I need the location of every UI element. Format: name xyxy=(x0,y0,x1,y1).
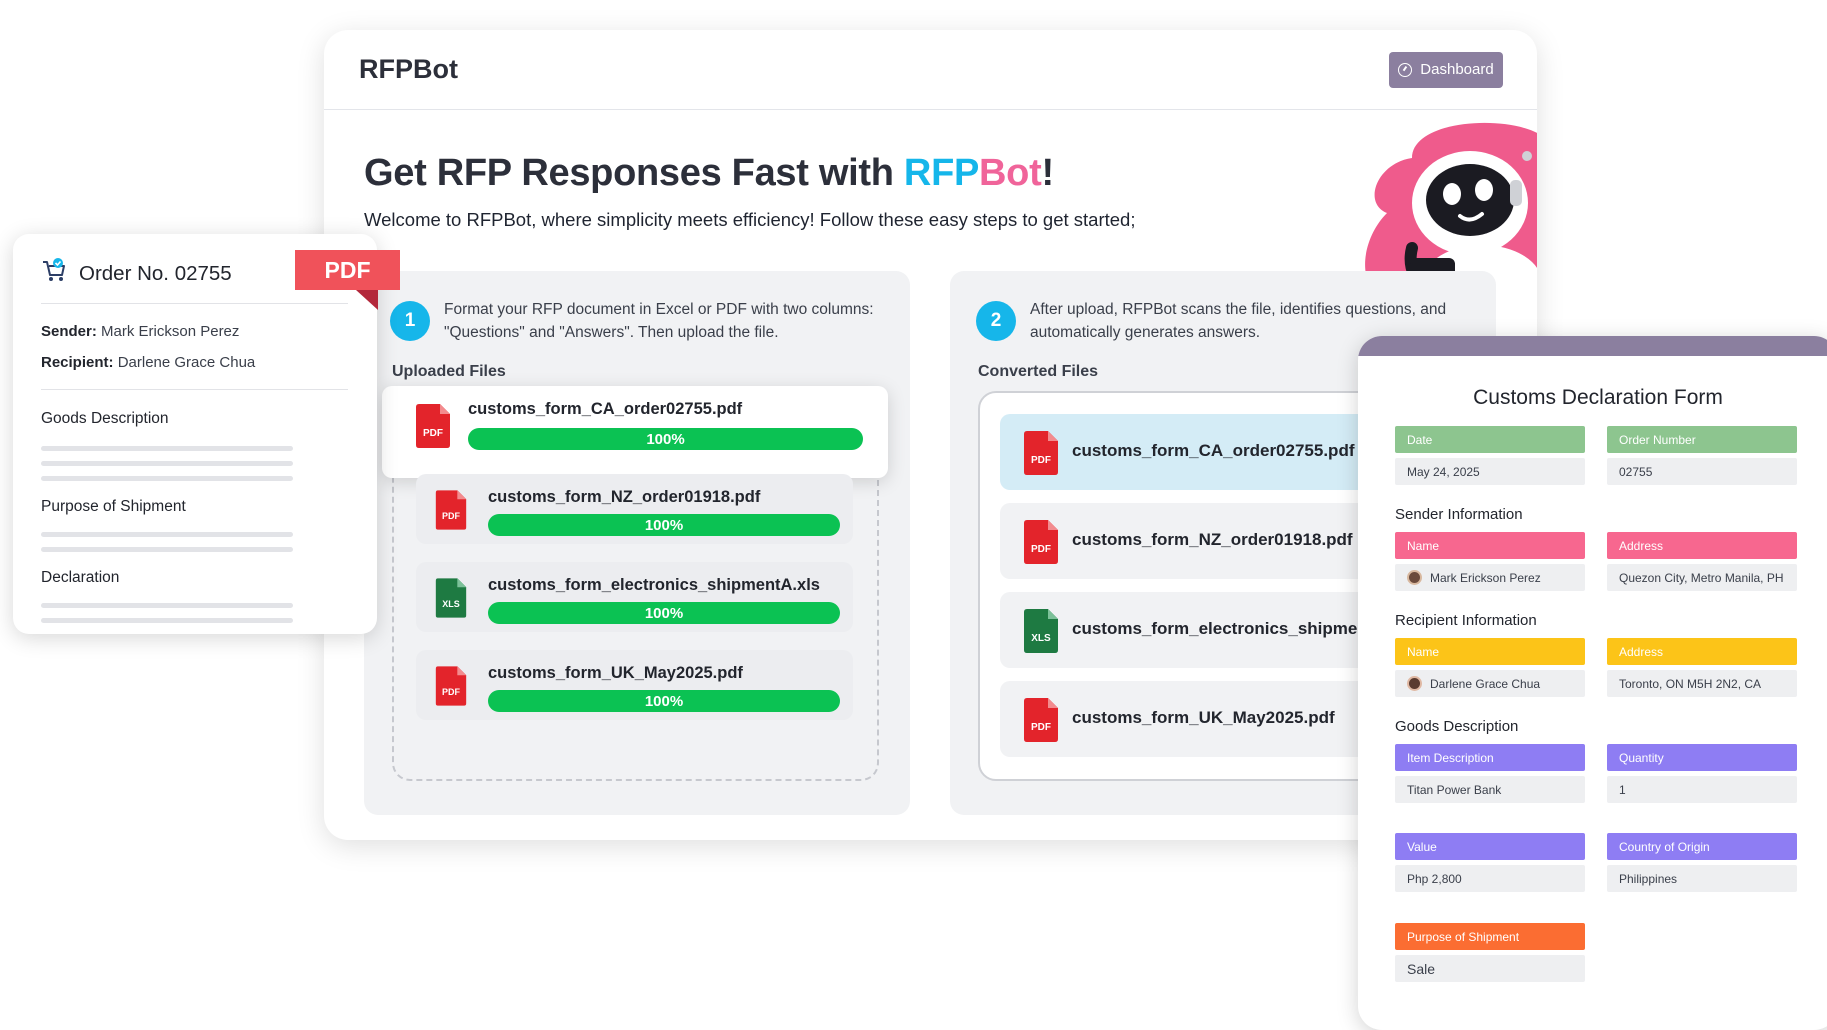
step-2-instructions: After upload, RFPBot scans the file, ide… xyxy=(1030,301,1447,341)
recipient-name-header: Name xyxy=(1395,638,1585,665)
pdf-file-icon: PDF xyxy=(1024,698,1058,742)
app-title: RFPBot xyxy=(359,54,458,84)
skeleton-line xyxy=(41,446,293,451)
form-title: Customs Declaration Form xyxy=(1473,386,1723,409)
dashboard-button[interactable]: Dashboard xyxy=(1389,51,1503,88)
pdf-file-icon: PDF xyxy=(1024,431,1058,475)
pdf-tag: PDF xyxy=(295,250,400,290)
hero-subtitle: Welcome to RFPBot, where simplicity meet… xyxy=(364,209,1136,230)
upload-progress-bar: 100% xyxy=(468,428,863,450)
sender-name-header: Name xyxy=(1395,532,1585,559)
avatar xyxy=(1407,570,1422,585)
value-field[interactable]: Php 2,800 xyxy=(1395,865,1585,892)
recipient-section-label: Recipient Information xyxy=(1395,612,1537,629)
customs-declaration-form: Customs Declaration Form Date Order Numb… xyxy=(1358,336,1827,1030)
skeleton-line xyxy=(41,603,293,608)
purpose-field[interactable]: Sale xyxy=(1395,955,1585,982)
uploaded-file-name: customs_form_UK_May2025.pdf xyxy=(488,664,743,682)
pdf-file-icon: PDF xyxy=(416,404,450,448)
uploaded-file-item[interactable]: XLS customs_form_electronics_shipmentA.x… xyxy=(416,562,853,632)
uploaded-file-item[interactable]: PDF customs_form_NZ_order01918.pdf 100% xyxy=(416,474,853,544)
converted-file-name: customs_form_NZ_order01918.pdf xyxy=(1072,530,1353,549)
upload-progress-bar: 100% xyxy=(488,690,840,712)
uploaded-file-name: customs_form_NZ_order01918.pdf xyxy=(488,488,761,506)
order-declaration-label: Declaration xyxy=(41,569,120,586)
dashboard-icon xyxy=(1398,62,1413,77)
uploaded-file-name: customs_form_CA_order02755.pdf xyxy=(468,400,743,418)
converted-file-name: customs_form_electronics_shipmentA xyxy=(1072,619,1386,638)
order-recipient: Recipient: Darlene Grace Chua xyxy=(41,354,256,371)
date-header: Date xyxy=(1395,426,1585,453)
pdf-tag-fold xyxy=(356,290,378,310)
item-description-field[interactable]: Titan Power Bank xyxy=(1395,776,1585,803)
xls-file-icon: XLS xyxy=(1024,609,1058,653)
divider xyxy=(41,303,348,304)
dashboard-label: Dashboard xyxy=(1420,61,1494,78)
order-sender: Sender: Mark Erickson Perez xyxy=(41,323,240,340)
skeleton-line xyxy=(41,461,293,466)
pdf-file-icon: PDF xyxy=(435,666,467,706)
order-purpose-label: Purpose of Shipment xyxy=(41,498,186,515)
converted-file-name: customs_form_CA_order02755.pdf xyxy=(1072,441,1355,460)
value-header: Value xyxy=(1395,833,1585,860)
order-title: Order No. 02755 xyxy=(79,261,232,285)
skeleton-line xyxy=(41,618,293,623)
recipient-address-field[interactable]: Toronto, ON M5H 2N2, CA xyxy=(1607,670,1797,697)
uploaded-files-label: Uploaded Files xyxy=(392,363,506,380)
uploaded-file-item[interactable]: PDF customs_form_CA_order02755.pdf 100% xyxy=(382,386,888,478)
skeleton-line xyxy=(41,532,293,537)
pdf-file-icon: PDF xyxy=(435,490,467,530)
sender-address-header: Address xyxy=(1607,532,1797,559)
shopping-cart-icon xyxy=(41,258,67,289)
order-number-header: Order Number xyxy=(1607,426,1797,453)
rfpbot-window: RFPBot Dashboard Get RFP Responses Fast … xyxy=(324,30,1537,840)
sender-address-field[interactable]: Quezon City, Metro Manila, PH xyxy=(1607,564,1797,591)
country-of-origin-header: Country of Origin xyxy=(1607,833,1797,860)
sender-section-label: Sender Information xyxy=(1395,506,1523,523)
order-card: Order No. 02755 PDF Sender: Mark Erickso… xyxy=(13,234,400,634)
uploaded-file-name: customs_form_electronics_shipmentA.xls xyxy=(488,576,820,594)
skeleton-line xyxy=(41,476,293,481)
sender-name-field[interactable]: Mark Erickson Perez xyxy=(1395,564,1585,591)
converted-file-name: customs_form_UK_May2025.pdf xyxy=(1072,708,1335,727)
item-description-header: Item Description xyxy=(1395,744,1585,771)
country-of-origin-field[interactable]: Philippines xyxy=(1607,865,1797,892)
form-top-bar xyxy=(1358,336,1827,356)
uploaded-file-item[interactable]: PDF customs_form_UK_May2025.pdf 100% xyxy=(416,650,853,720)
recipient-address-header: Address xyxy=(1607,638,1797,665)
quantity-field[interactable]: 1 xyxy=(1607,776,1797,803)
app-header: RFPBot Dashboard xyxy=(324,30,1537,110)
pdf-file-icon: PDF xyxy=(1024,520,1058,564)
step-number-2: 2 xyxy=(976,301,1016,341)
purpose-header: Purpose of Shipment xyxy=(1395,923,1585,950)
xls-file-icon: XLS xyxy=(435,578,467,618)
upload-progress-bar: 100% xyxy=(488,602,840,624)
skeleton-line xyxy=(41,547,293,552)
goods-section-label: Goods Description xyxy=(1395,718,1519,735)
date-field[interactable]: May 24, 2025 xyxy=(1395,458,1585,485)
order-header: Order No. 02755 xyxy=(41,258,232,289)
upload-progress-bar: 100% xyxy=(488,514,840,536)
hero-title: Get RFP Responses Fast with RFPBot! xyxy=(364,152,1054,194)
step-upload-panel: 1 Format your RFP document in Excel or P… xyxy=(364,271,910,815)
quantity-header: Quantity xyxy=(1607,744,1797,771)
robot-mascot-icon xyxy=(1352,118,1537,298)
step-number-1: 1 xyxy=(390,301,430,341)
hero: Get RFP Responses Fast with RFPBot! Welc… xyxy=(364,152,1136,231)
recipient-name-field[interactable]: Darlene Grace Chua xyxy=(1395,670,1585,697)
avatar xyxy=(1407,676,1422,691)
step-1-instructions: Format your RFP document in Excel or PDF… xyxy=(444,301,874,341)
order-number-field[interactable]: 02755 xyxy=(1607,458,1797,485)
converted-files-label: Converted Files xyxy=(978,363,1099,380)
divider xyxy=(41,389,348,390)
order-goods-label: Goods Description xyxy=(41,410,169,427)
